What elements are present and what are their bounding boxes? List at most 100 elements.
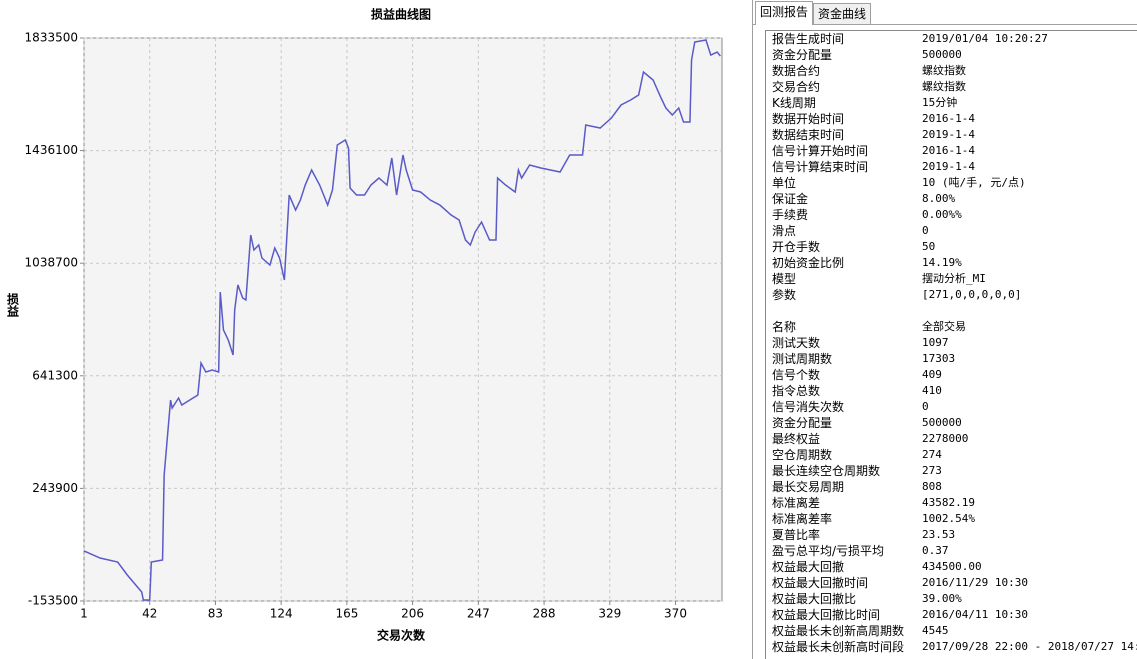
row-value: 14.19% bbox=[922, 256, 962, 269]
y-tick-label: 243900 bbox=[32, 481, 78, 495]
x-axis-label: 交易次数 bbox=[377, 628, 426, 643]
report-table: 报告生成时间 2019/01/04 10:20:27 资金分配量 500000 数据合约… bbox=[765, 30, 1137, 659]
report-row: 权益最大回撤时间 2016/11/29 10:30 bbox=[766, 575, 1137, 591]
row-label: 滑点 bbox=[772, 224, 797, 238]
x-tick-label: 1 bbox=[80, 607, 88, 621]
report-row: 信号个数 409 bbox=[766, 367, 1137, 383]
row-value: 螺纹指数 bbox=[922, 80, 966, 93]
x-tick-label: 83 bbox=[208, 607, 223, 621]
row-value: [271,0,0,0,0,0] bbox=[922, 288, 1022, 301]
row-label: 权益最大回撤 bbox=[772, 560, 845, 574]
x-tick-label: 288 bbox=[533, 607, 556, 621]
row-value: 0.37 bbox=[922, 544, 949, 557]
row-value: 8.00% bbox=[922, 192, 956, 205]
y-tick-label: 1436100 bbox=[25, 143, 78, 157]
row-label: 测试周期数 bbox=[772, 352, 833, 366]
x-tick-label: 42 bbox=[142, 607, 157, 621]
row-label: 保证金 bbox=[772, 192, 809, 206]
row-label: 盈亏总平均/亏损平均 bbox=[772, 544, 885, 558]
row-label: 空仓周期数 bbox=[772, 448, 833, 462]
row-label: 信号计算结束时间 bbox=[772, 160, 869, 174]
report-row: 权益最长未创新高时间段 2017/09/28 22:00 - 2018/07/27… bbox=[766, 639, 1137, 655]
row-value: 2016/04/11 10:30 bbox=[922, 608, 1028, 621]
report-row: 名称 全部交易 bbox=[766, 319, 1137, 335]
row-value: 2017/09/28 22:00 - 2018/07/27 14:15 bbox=[922, 640, 1137, 653]
report-row: 报告生成时间 2019/01/04 10:20:27 bbox=[766, 31, 1137, 47]
report-row: 交易合约 螺纹指数 bbox=[766, 79, 1137, 95]
row-value: 500000 bbox=[922, 48, 962, 61]
row-label: 模型 bbox=[772, 272, 797, 286]
row-value: 410 bbox=[922, 384, 942, 397]
y-axis-label: 损益 bbox=[6, 292, 20, 318]
row-label: 权益最大回撤比 bbox=[772, 592, 857, 606]
row-value: 2019-1-4 bbox=[922, 128, 975, 141]
report-row: 测试天数 1097 bbox=[766, 335, 1137, 351]
row-label: 夏普比率 bbox=[772, 528, 821, 542]
report-row: 信号计算开始时间 2016-1-4 bbox=[766, 143, 1137, 159]
x-tick-label: 206 bbox=[401, 607, 424, 621]
report-row: 盈亏总平均/亏损平均 0.37 bbox=[766, 543, 1137, 559]
row-value: 409 bbox=[922, 368, 942, 381]
row-label: 标准离差率 bbox=[772, 512, 833, 526]
row-value: 0 bbox=[922, 224, 929, 237]
report-row: 测试周期数 17303 bbox=[766, 351, 1137, 367]
row-label: 名称 bbox=[772, 320, 797, 334]
row-label: 初始资金比例 bbox=[772, 256, 845, 270]
report-row: 数据开始时间 2016-1-4 bbox=[766, 111, 1137, 127]
row-value: 273 bbox=[922, 464, 942, 477]
x-tick-label: 165 bbox=[335, 607, 358, 621]
tab[interactable]: 资金曲线 bbox=[813, 3, 872, 24]
row-value: 2016-1-4 bbox=[922, 144, 975, 157]
report-row: 参数 [271,0,0,0,0,0] bbox=[766, 287, 1137, 303]
y-tick-label: 1038700 bbox=[25, 256, 78, 270]
row-label: 权益最大回撤时间 bbox=[772, 576, 869, 590]
row-value: 4545 bbox=[922, 624, 949, 637]
report-row: 最长交易周期 808 bbox=[766, 479, 1137, 495]
report-row: 单位 10 (吨/手, 元/点) bbox=[766, 175, 1137, 191]
report-row: 保证金 8.00% bbox=[766, 191, 1137, 207]
row-label: 数据开始时间 bbox=[772, 112, 845, 126]
row-value: 43582.19 bbox=[922, 496, 975, 509]
report-row: 信号计算结束时间 2019-1-4 bbox=[766, 159, 1137, 175]
report-row: 权益最大回撤 434500.00 bbox=[766, 559, 1137, 575]
report-row: 权益最大回撤比时间 2016/04/11 10:30 bbox=[766, 607, 1137, 623]
row-value: 17303 bbox=[922, 352, 956, 365]
report-row: 权益最大回撤比 39.00% bbox=[766, 591, 1137, 607]
tab-bar: 回测报告 资金曲线 bbox=[753, 0, 1137, 25]
row-label: 参数 bbox=[772, 288, 797, 302]
x-tick-label: 329 bbox=[598, 607, 621, 621]
report-row: 标准离差率 1002.54% bbox=[766, 511, 1137, 527]
x-tick-label: 247 bbox=[467, 607, 490, 621]
row-label: K线周期 bbox=[772, 96, 816, 110]
row-label: 手续费 bbox=[772, 208, 809, 222]
row-value: 摆动分析_MI bbox=[922, 272, 986, 285]
row-value: 10 (吨/手, 元/点) bbox=[922, 176, 1026, 189]
report-row: 最长连续空仓周期数 273 bbox=[766, 463, 1137, 479]
row-value: 500000 bbox=[922, 416, 962, 429]
report-panel: 回测报告 资金曲线 报告生成时间 2019/01/04 10:20:27 资金分配量 5… bbox=[752, 0, 1137, 659]
row-label: 指令总数 bbox=[772, 384, 821, 398]
row-label: 资金分配量 bbox=[772, 416, 833, 430]
report-row: 空仓周期数 274 bbox=[766, 447, 1137, 463]
report-row: K线周期 15分钟 bbox=[766, 95, 1137, 111]
report-row: 信号消失次数 0 bbox=[766, 399, 1137, 415]
row-label: 信号计算开始时间 bbox=[772, 144, 869, 158]
plot-area bbox=[83, 37, 723, 602]
report-row: 手续费 0.00%% bbox=[766, 207, 1137, 223]
tab[interactable]: 回测报告 bbox=[755, 1, 814, 25]
spacer bbox=[766, 303, 1137, 319]
row-value: 2016/11/29 10:30 bbox=[922, 576, 1028, 589]
row-label: 开仓手数 bbox=[772, 240, 821, 254]
row-label: 单位 bbox=[772, 176, 797, 190]
row-label: 权益最大回撤比时间 bbox=[772, 608, 881, 622]
report-row: 指令总数 410 bbox=[766, 383, 1137, 399]
row-label: 最长交易周期 bbox=[772, 480, 845, 494]
y-tick-label: 641300 bbox=[32, 368, 78, 382]
row-label: 最长连续空仓周期数 bbox=[772, 464, 881, 478]
row-value: 2278000 bbox=[922, 432, 969, 445]
report-row: 权益最长未创新高周期数 4545 bbox=[766, 623, 1137, 639]
row-label: 报告生成时间 bbox=[772, 32, 845, 46]
row-label: 交易合约 bbox=[772, 80, 821, 94]
row-value: 1002.54% bbox=[922, 512, 975, 525]
